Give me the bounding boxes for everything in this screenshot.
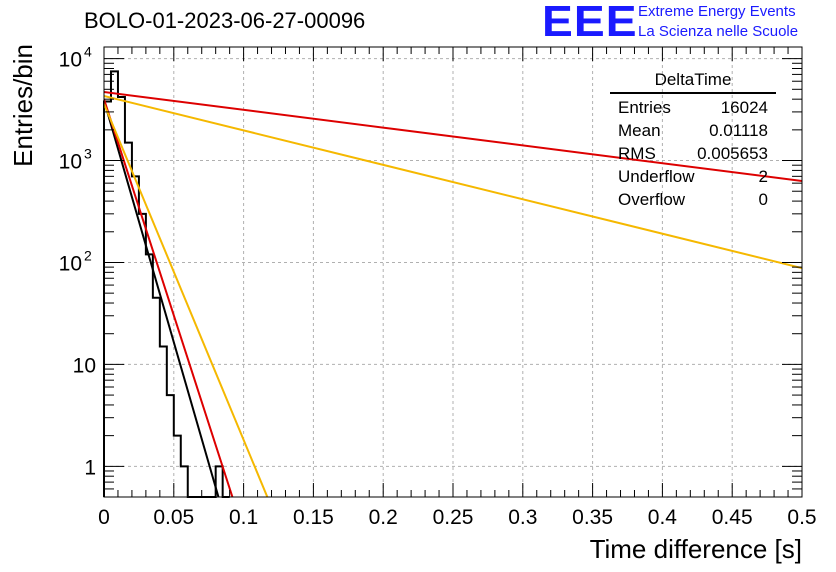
stats-label: Overflow [618,190,686,209]
stats-row-underflow: Underflow 2 [610,165,776,188]
fit-line-4 [104,91,802,182]
logo-mark: EEE [542,0,638,46]
stats-label: Entries [618,98,671,117]
stats-row-mean: Mean 0.01118 [610,119,776,142]
fit-line-5 [104,95,802,270]
y-tick-exponent: 3 [84,146,92,162]
stats-value: 0.005653 [697,144,768,163]
y-axis-label: Entries/bin [8,44,38,167]
y-tick-exponent: 4 [84,44,92,60]
stats-value: 2 [758,167,768,186]
x-tick-label: 0.05 [153,506,194,529]
y-tick-label: 10 [59,151,82,174]
x-tick-label: 0 [98,506,110,529]
stats-label: RMS [618,144,656,163]
run-title: BOLO-01-2023-06-27-00096 [84,8,366,33]
axis-ticks [103,47,803,497]
y-tick-exponent: 2 [84,247,92,263]
stats-row-rms: RMS 0.005653 [610,142,776,165]
stats-value: 0.01118 [709,121,768,140]
stats-label: Underflow [618,167,695,186]
logo-tagline-2: La Scienza nelle Scuole [638,23,799,40]
axis-tick-labels: 0 0.05 0.1 0.15 0.2 0.25 0.3 0.35 0.4 0.45 0.5 1 10 1… [59,44,817,529]
y-tick-label: 10 [73,354,96,377]
x-tick-label: 0.2 [369,506,398,529]
x-tick-label: 0.4 [648,506,678,529]
x-tick-label: 0.1 [229,506,258,529]
x-tick-label: 0.5 [787,506,816,529]
stats-label: Mean [618,121,661,140]
fit-line-1 [104,100,220,497]
x-axis-label: Time difference [s] [590,534,802,564]
x-tick-label: 0.45 [712,506,753,529]
y-tick-label: 10 [59,252,82,275]
stats-value: 16024 [720,98,768,117]
stats-box: DeltaTime Entries 16024 Mean 0.01118 RMS… [610,69,776,211]
stats-title: DeltaTime [610,69,776,94]
logo-tagline-1: Extreme Energy Events [638,3,796,20]
x-tick-label: 0.3 [508,506,537,529]
y-tick-label: 1 [84,456,96,479]
stats-row-entries: Entries 16024 [610,96,776,119]
stats-row-overflow: Overflow 0 [610,188,776,211]
fit-line-3 [104,103,269,497]
x-tick-label: 0.25 [433,506,474,529]
stats-value: 0 [758,190,768,209]
x-tick-label: 0.35 [572,506,613,529]
fit-line-2 [104,98,234,497]
x-tick-label: 0.15 [293,506,334,529]
y-tick-label: 10 [59,49,82,72]
